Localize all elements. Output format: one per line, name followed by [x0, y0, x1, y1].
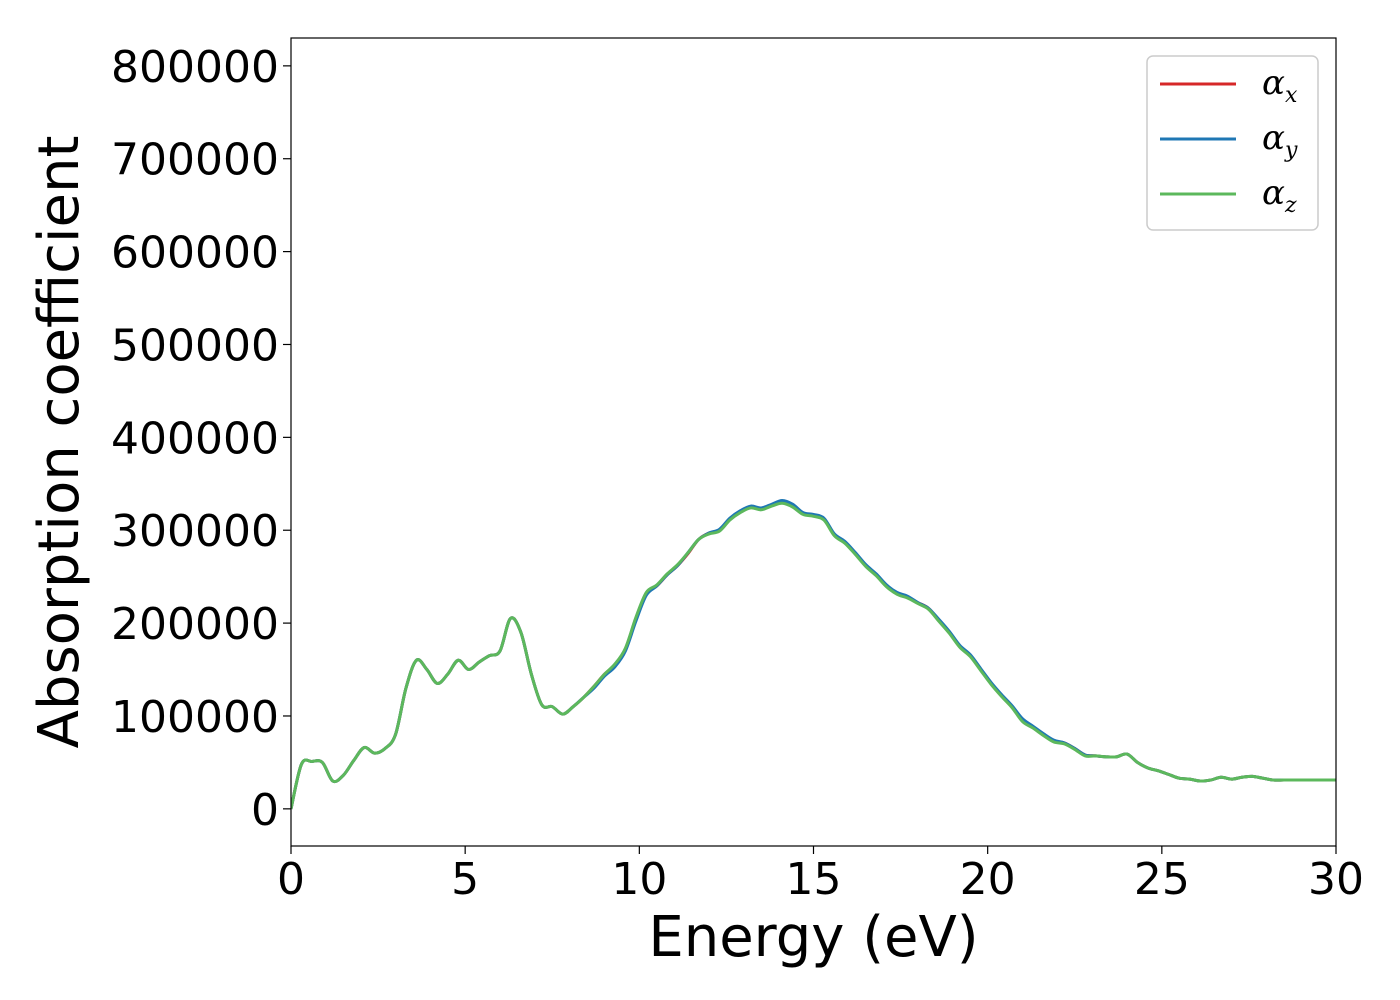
y-tick-label: 500000	[111, 320, 279, 371]
y-tick-label: 100000	[111, 692, 279, 743]
y-tick-label: 200000	[111, 599, 279, 650]
y-axis-ticks: 0 100000 200000 300000 400000 500000 600000 700…	[111, 42, 291, 836]
x-tick-label: 10	[611, 854, 667, 905]
y-tick-label: 700000	[111, 135, 279, 186]
x-tick-label: 0	[277, 854, 305, 905]
y-tick-label: 800000	[111, 42, 279, 93]
legend-label: αz	[1262, 173, 1297, 218]
x-axis-title: Energy (eV)	[648, 905, 978, 970]
legend: αx αy αz	[1146, 55, 1319, 231]
y-tick-label: 400000	[111, 413, 279, 464]
series-line-y	[291, 499, 1336, 810]
legend-label: αx	[1262, 63, 1298, 108]
x-tick-label: 30	[1308, 854, 1364, 905]
series-line-z	[291, 501, 1336, 810]
y-axis-title: Absorption coefficient	[27, 136, 92, 749]
y-tick-label: 0	[251, 785, 279, 836]
x-tick-label: 15	[786, 854, 842, 905]
series-layer	[291, 499, 1336, 810]
x-tick-label: 20	[960, 854, 1016, 905]
x-axis-ticks: 0 5 10 15 20 25 30	[277, 846, 1364, 905]
series-line-x	[291, 500, 1336, 810]
y-tick-label: 300000	[111, 506, 279, 557]
x-tick-label: 25	[1134, 854, 1190, 905]
legend-label: αy	[1262, 118, 1298, 163]
y-tick-label: 600000	[111, 228, 279, 279]
x-tick-label: 5	[451, 854, 479, 905]
legend-box	[1146, 55, 1319, 231]
